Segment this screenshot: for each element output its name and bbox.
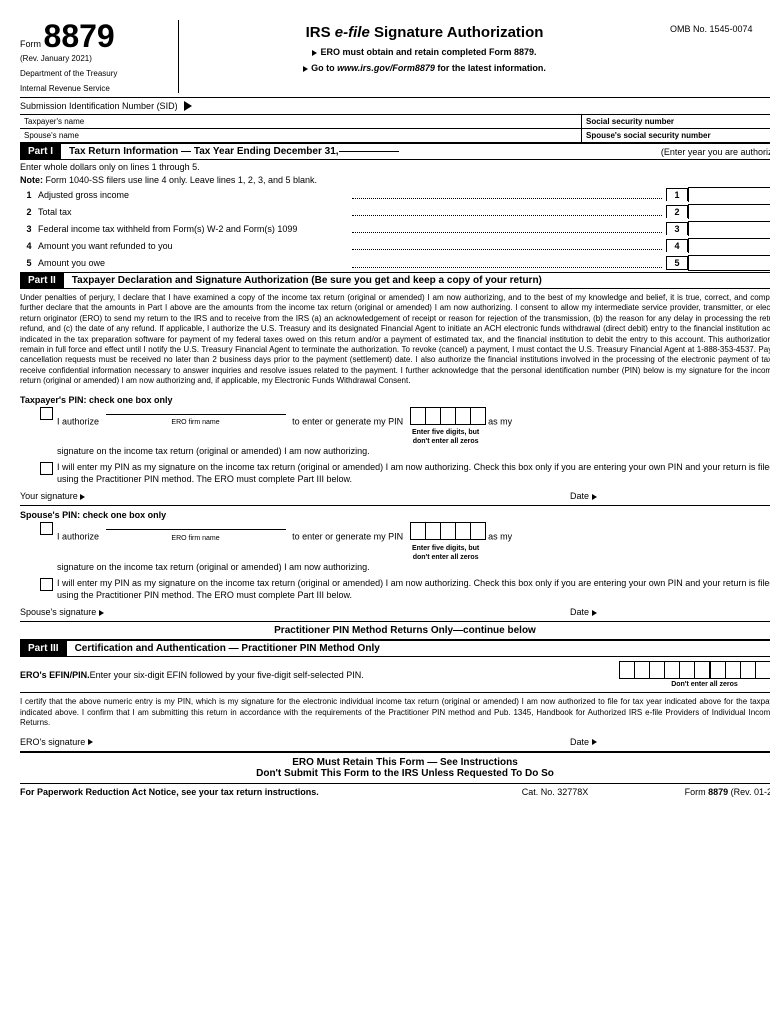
footer-center: Cat. No. 32778X (480, 787, 630, 797)
taxpayer-own-pin-checkbox[interactable] (40, 462, 53, 475)
cert-text: I certify that the above numeric entry i… (20, 693, 770, 732)
arrow-icon (80, 494, 85, 500)
line-4-input[interactable] (688, 238, 770, 253)
sub2: Go to www.irs.gov/Form8879 for the lates… (189, 63, 660, 73)
part3-header: Part III Certification and Authenticatio… (20, 640, 770, 657)
sid-label: Submission Identification Number (SID) (20, 101, 178, 111)
line-2: 2Total tax2 (20, 203, 770, 220)
part2-title: Taxpayer Declaration and Signature Autho… (72, 275, 542, 286)
footer-left: For Paperwork Reduction Act Notice, see … (20, 787, 480, 797)
line-3-input[interactable] (688, 221, 770, 236)
spouse-ero-firm-input[interactable] (106, 529, 286, 530)
sid-row: Submission Identification Number (SID) (20, 98, 770, 115)
footer-row: For Paperwork Reduction Act Notice, see … (20, 783, 770, 797)
spouse-own-pin-checkbox[interactable] (40, 578, 53, 591)
line-2-input[interactable] (688, 204, 770, 219)
spouse-own-pin-row: I will enter my PIN as my signature on t… (20, 576, 770, 603)
taxpayer-name-row: Taxpayer's name Social security number (20, 115, 770, 129)
line-4: 4Amount you want refunded to you4 (20, 237, 770, 254)
line-1: 1Adjusted gross income1 (20, 186, 770, 203)
arrow-icon (99, 610, 104, 616)
spouse-pin-boxes[interactable] (410, 522, 486, 540)
efin-pin-boxes[interactable] (619, 661, 770, 679)
arrow-icon (592, 610, 597, 616)
line-5-input[interactable] (688, 255, 770, 271)
form-title: IRS e-file Signature Authorization (189, 24, 660, 41)
arrow-icon (312, 50, 317, 56)
footer-right: Form 8879 (Rev. 01-2021) (630, 787, 770, 797)
arrow-icon (303, 66, 308, 72)
retain-notice: ERO Must Retain This Form — See Instruct… (20, 752, 770, 783)
ssn-label[interactable]: Social security number (581, 115, 770, 128)
part1-title: Tax Return Information — Tax Year Ending… (69, 146, 339, 157)
sid-arrow-icon (184, 101, 192, 111)
sub1: ERO must obtain and retain completed For… (189, 47, 660, 57)
header-center: IRS e-file Signature Authorization ERO m… (179, 20, 670, 93)
taxpayer-pin-boxes[interactable] (410, 407, 486, 425)
part1-header: Part I Tax Return Information — Tax Year… (20, 143, 770, 160)
omb: OMB No. 1545-0074 (670, 20, 770, 93)
service: Internal Revenue Service (20, 84, 170, 93)
part1-instruction: Enter whole dollars only on lines 1 thro… (20, 160, 770, 174)
line-3: 3Federal income tax withheld from Form(s… (20, 220, 770, 237)
part1-label: Part I (20, 144, 61, 159)
spouse-name-row: Spouse's name Spouse's social security n… (20, 129, 770, 143)
year-input[interactable] (339, 151, 399, 152)
taxpayer-pin-title: Taxpayer's PIN: check one box only (20, 395, 770, 405)
spouse-authorize-checkbox[interactable] (40, 522, 53, 535)
spouse-ssn-label[interactable]: Spouse's social security number (581, 129, 770, 142)
revision: (Rev. January 2021) (20, 54, 170, 63)
part2-label: Part II (20, 273, 64, 288)
department: Department of the Treasury (20, 69, 170, 78)
arrow-icon (592, 739, 597, 745)
ero-signature-row: ERO's signature Date (20, 733, 770, 752)
part3-label: Part III (20, 641, 67, 656)
spouse-signature-row: Spouse's signature Date (20, 603, 770, 622)
efin-row: ERO's EFIN/PIN. Enter your six-digit EFI… (20, 657, 770, 693)
taxpayer-authorize-row: I authorize ERO firm name to enter or ge… (20, 405, 770, 461)
form-number: 8879 (44, 18, 115, 54)
arrow-icon (88, 739, 93, 745)
part1-note: Note: Form 1040-SS filers use line 4 onl… (20, 174, 770, 186)
part3-title: Certification and Authentication — Pract… (75, 643, 380, 654)
form-label: Form (20, 39, 41, 49)
taxpayer-own-pin-row: I will enter my PIN as my signature on t… (20, 460, 770, 487)
line-1-input[interactable] (688, 187, 770, 202)
spouse-authorize-row: I authorize ERO firm name to enter or ge… (20, 520, 770, 576)
line-5: 5Amount you owe5 (20, 254, 770, 272)
taxpayer-authorize-checkbox[interactable] (40, 407, 53, 420)
spouse-name-label[interactable]: Spouse's name (20, 129, 581, 142)
spouse-pin-title: Spouse's PIN: check one box only (20, 510, 770, 520)
your-signature-row: Your signature Date (20, 487, 770, 506)
form-header: Form 8879 (Rev. January 2021) Department… (20, 20, 770, 98)
ero-firm-input[interactable] (106, 414, 286, 415)
part1-extra: (Enter year you are authorizing.) (661, 147, 770, 157)
declaration-text: Under penalties of perjury, I declare th… (20, 289, 770, 391)
header-left: Form 8879 (Rev. January 2021) Department… (20, 20, 179, 93)
part2-header: Part II Taxpayer Declaration and Signatu… (20, 272, 770, 289)
practitioner-only: Practitioner PIN Method Returns Only—con… (20, 622, 770, 640)
arrow-icon (592, 494, 597, 500)
taxpayer-name-label[interactable]: Taxpayer's name (20, 115, 581, 128)
